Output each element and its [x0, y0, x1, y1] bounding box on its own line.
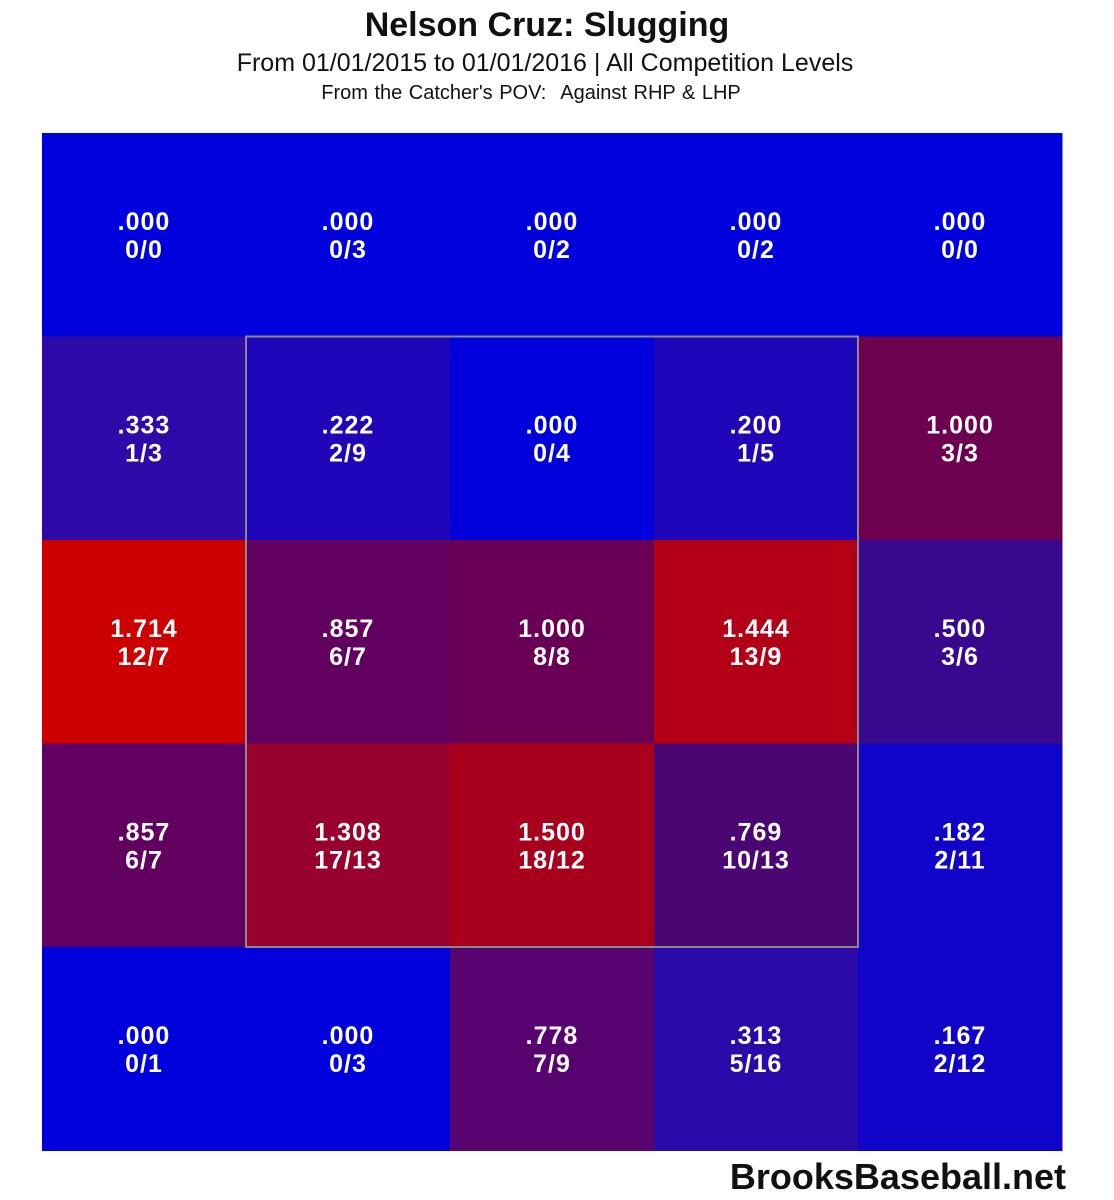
slugging-value-label: .000 — [118, 208, 171, 236]
bases-per-ab-label: 1/5 — [737, 439, 775, 467]
zone-cell-r3-c5 — [858, 540, 1063, 744]
bases-per-ab-label: 10/13 — [722, 846, 790, 874]
zone-cell-r5-c4 — [654, 947, 859, 1151]
bases-per-ab-label: 6/7 — [125, 846, 163, 874]
heatmap-labels: .0000/0.0000/3.0000/2.0000/2.0000/0.3331… — [110, 208, 994, 1078]
zone-cell-r4-c4 — [654, 743, 859, 948]
slugging-value-label: .167 — [934, 1022, 987, 1050]
bases-per-ab-label: 0/4 — [533, 439, 571, 467]
slugging-value-label: .313 — [730, 1022, 783, 1050]
bases-per-ab-label: 7/9 — [533, 1050, 571, 1078]
zone-cell-r2-c3 — [450, 336, 655, 541]
zone-cell-r1-c2 — [246, 133, 451, 337]
slugging-value-label: .182 — [934, 818, 987, 846]
bases-per-ab-label: 12/7 — [118, 643, 171, 671]
bases-per-ab-label: 17/13 — [314, 846, 382, 874]
zone-cell-r5-c1 — [42, 947, 247, 1151]
heatmap-cells — [42, 133, 1063, 1151]
chart-subtitle: From 01/01/2015 to 01/01/2016 | All Comp… — [236, 49, 854, 77]
chart-note: From the Catcher's POV: Against RHP & LHP — [0, 82, 1062, 105]
slugging-value-label: .000 — [118, 1022, 171, 1050]
slugging-value-label: 1.000 — [926, 411, 994, 439]
slugging-value-label: .000 — [322, 1022, 375, 1050]
slugging-value-label: .200 — [730, 411, 783, 439]
bases-per-ab-label: 0/0 — [125, 236, 163, 264]
bases-per-ab-label: 0/0 — [941, 236, 979, 264]
zone-cell-r5-c5 — [858, 947, 1063, 1151]
bases-per-ab-label: 0/3 — [329, 236, 367, 264]
bases-per-ab-label: 1/3 — [125, 439, 163, 467]
bases-per-ab-label: 3/3 — [941, 439, 979, 467]
zone-cell-r2-c1 — [42, 336, 247, 541]
bases-per-ab-label: 2/9 — [329, 439, 367, 467]
zone-cell-r3-c4 — [654, 540, 859, 744]
slugging-value-label: 1.000 — [518, 615, 586, 643]
chart-title: Nelson Cruz: Slugging — [364, 6, 730, 44]
zone-cell-r3-c2 — [246, 540, 451, 744]
bases-per-ab-label: 0/3 — [329, 1050, 367, 1078]
slugging-value-label: .000 — [526, 208, 579, 236]
slugging-value-label: .857 — [118, 818, 171, 846]
slugging-value-label: .000 — [322, 208, 375, 236]
brooks-baseball-credit: BrooksBaseball.net — [729, 1156, 1066, 1197]
bases-per-ab-label: 2/11 — [934, 846, 985, 874]
slugging-value-label: 1.444 — [722, 615, 790, 643]
slugging-value-label: .000 — [730, 208, 783, 236]
bases-per-ab-label: 8/8 — [533, 643, 571, 671]
zone-cell-r1-c1 — [42, 133, 247, 337]
pov-note: From the Catcher's POV: — [321, 82, 547, 104]
zone-cell-r1-c3 — [450, 133, 655, 337]
slugging-value-label: 1.500 — [518, 818, 586, 846]
zone-cell-r3-c3 — [450, 540, 655, 744]
bases-per-ab-label: 3/6 — [941, 643, 979, 671]
slugging-value-label: .222 — [322, 411, 375, 439]
slugging-value-label: .857 — [322, 615, 375, 643]
strike-zone-outline — [245, 335, 859, 948]
slugging-value-label: 1.714 — [110, 615, 178, 643]
bases-per-ab-label: 5/16 — [730, 1050, 783, 1078]
bases-per-ab-label: 0/2 — [737, 236, 775, 264]
slugging-value-label: .000 — [526, 411, 579, 439]
bases-per-ab-label: 0/2 — [533, 236, 571, 264]
zone-cell-r2-c4 — [654, 336, 859, 541]
zone-cell-r4-c5 — [858, 743, 1063, 948]
zone-cell-r3-c1 — [42, 540, 247, 744]
bases-per-ab-label: 6/7 — [329, 643, 367, 671]
slugging-value-label: .500 — [934, 615, 987, 643]
slugging-value-label: .333 — [118, 411, 171, 439]
zone-cell-r5-c2 — [246, 947, 451, 1151]
bases-per-ab-label: 18/12 — [518, 846, 586, 874]
zone-cell-r2-c5 — [858, 336, 1063, 541]
slugging-value-label: .000 — [934, 208, 987, 236]
slugging-value-label: 1.308 — [314, 818, 382, 846]
zone-cell-r1-c4 — [654, 133, 859, 337]
zone-cell-r5-c3 — [450, 947, 655, 1151]
bases-per-ab-label: 2/12 — [934, 1050, 987, 1078]
pitcher-note: Against RHP & LHP — [560, 82, 741, 104]
zone-cell-r4-c3 — [450, 743, 655, 948]
zone-cell-r4-c2 — [246, 743, 451, 948]
bases-per-ab-label: 0/1 — [125, 1050, 163, 1078]
bases-per-ab-label: 13/9 — [730, 643, 783, 671]
zone-cell-r4-c1 — [42, 743, 247, 948]
zone-cell-r1-c5 — [858, 133, 1063, 337]
slugging-value-label: .778 — [526, 1022, 579, 1050]
zone-cell-r2-c2 — [246, 336, 451, 541]
slugging-value-label: .769 — [730, 818, 783, 846]
